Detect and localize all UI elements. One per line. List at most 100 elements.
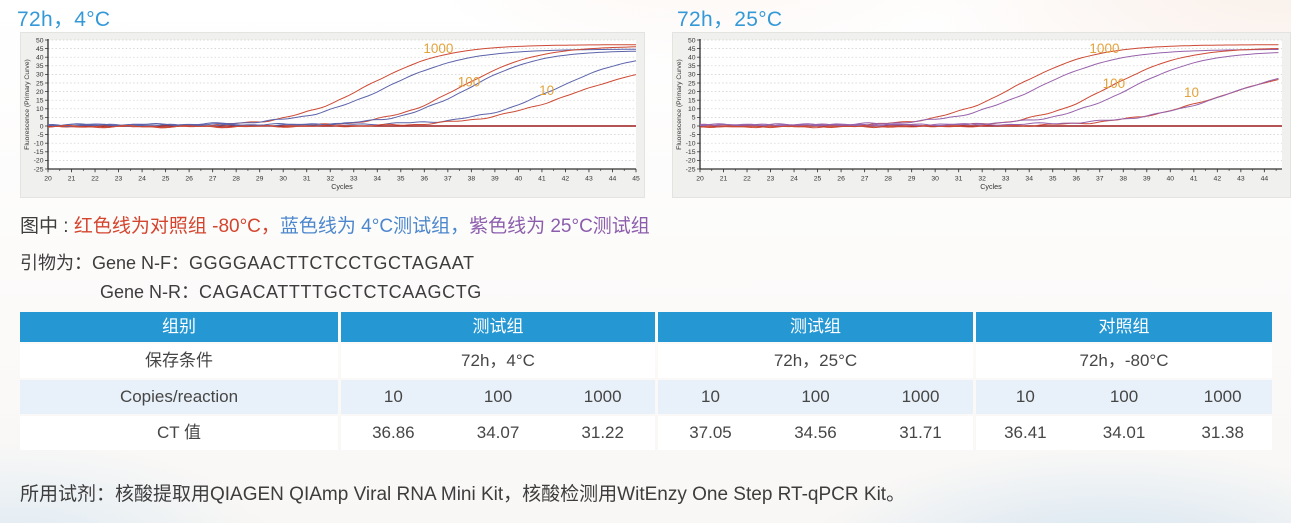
copies-value: 10 [383,387,403,406]
table-row-ct: CT 值 36.86 34.07 31.22 37.05 34.56 31.71… [20,416,1272,450]
ct-value: 36.41 [1004,423,1047,442]
svg-text:15: 15 [36,98,44,105]
svg-text:25: 25 [814,176,822,183]
svg-text:34: 34 [1025,176,1033,183]
table-header-row: 组别 测试组 测试组 对照组 [20,312,1272,342]
svg-text:22: 22 [743,176,751,183]
svg-text:39: 39 [491,176,499,183]
svg-text:-15: -15 [686,149,696,156]
svg-text:33: 33 [350,176,358,183]
svg-text:-20: -20 [34,158,44,165]
svg-text:27: 27 [209,176,217,183]
svg-text:40: 40 [688,55,696,62]
svg-text:35: 35 [36,63,44,70]
svg-text:35: 35 [397,176,405,183]
primer-f-sequence: GGGGAACTTCTCCTGCTAGAAT [189,253,475,273]
svg-text:20: 20 [696,176,704,183]
header-test-group-1: 测试组 [341,312,655,342]
legend-purple-text: 紫色线为 25°C测试组 [469,216,650,237]
svg-text:32: 32 [326,176,334,183]
condition-4c: 72h，4°C [341,344,655,378]
primer-label: 引物为： [20,253,92,273]
legend-red-text: 红色线为对照组 -80°C， [73,216,280,237]
svg-text:-5: -5 [689,132,695,139]
svg-text:34: 34 [373,176,381,183]
ct-group-2: 37.05 34.56 31.71 [658,416,973,450]
header-group: 组别 [20,312,338,342]
svg-text:39: 39 [1143,176,1151,183]
svg-text:-10: -10 [34,141,44,148]
svg-text:23: 23 [115,176,123,183]
ct-value: 36.86 [372,423,415,442]
svg-text:28: 28 [232,176,240,183]
svg-text:42: 42 [562,176,570,183]
ct-value: 37.05 [689,423,732,442]
svg-text:36: 36 [421,176,429,183]
copies-value: 100 [1109,387,1139,406]
svg-text:21: 21 [720,176,728,183]
svg-text:1000: 1000 [1089,41,1119,56]
svg-text:24: 24 [138,176,146,183]
copies-value: 1000 [583,387,622,406]
svg-text:-20: -20 [686,158,696,165]
svg-text:Fluorescence (Primary Curve): Fluorescence (Primary Curve) [676,59,683,150]
ct-value: 34.01 [1102,423,1146,442]
svg-text:0: 0 [692,123,696,130]
copies-value: 1000 [901,387,940,406]
svg-text:15: 15 [688,98,696,105]
svg-text:44: 44 [609,176,617,183]
copies-value: 100 [483,387,513,406]
svg-text:25: 25 [162,176,170,183]
condition-25c: 72h，25°C [658,344,973,378]
svg-text:10: 10 [36,106,44,113]
svg-text:26: 26 [837,176,845,183]
svg-text:20: 20 [688,89,696,96]
copies-value: 10 [1015,387,1035,406]
svg-text:-25: -25 [686,166,696,173]
svg-text:22: 22 [91,176,99,183]
table-row-storage-condition: 保存条件 72h，4°C 72h，25°C 72h，-80°C [20,344,1272,378]
ct-value: 31.38 [1201,423,1244,442]
svg-text:32: 32 [978,176,986,183]
copies-value: 100 [801,387,830,406]
svg-text:40: 40 [36,55,44,62]
copies-label: Copies/reaction [20,380,338,414]
svg-text:50: 50 [688,37,696,44]
condition-minus80c: 72h，-80°C [976,344,1272,378]
primer-line-reverse: Gene N-R：CAGACATTTTGCTCTCAAGCTG [100,278,482,304]
svg-text:40: 40 [1167,176,1175,183]
svg-text:Cycles: Cycles [980,182,1002,191]
svg-text:28: 28 [884,176,892,183]
svg-text:24: 24 [790,176,798,183]
svg-text:41: 41 [538,176,546,183]
svg-text:30: 30 [931,176,939,183]
svg-text:25: 25 [688,80,696,87]
ct-value: 31.22 [581,423,624,442]
header-control-group: 对照组 [976,312,1272,342]
copies-group-2: 10 100 1000 [658,380,973,414]
svg-text:35: 35 [1049,176,1057,183]
table-row-copies: Copies/reaction 10 100 1000 10 100 1000 … [20,380,1272,414]
svg-text:45: 45 [632,176,640,183]
ct-value: 34.07 [476,423,520,442]
svg-text:37: 37 [1096,176,1104,183]
primer-f-name: Gene N-F： [92,253,190,273]
svg-text:42: 42 [1214,176,1222,183]
ct-group-1: 36.86 34.07 31.22 [341,416,655,450]
svg-text:23: 23 [767,176,775,183]
svg-text:31: 31 [303,176,311,183]
primer-line-forward: 引物为：Gene N-F：GGGGAACTTCTCCTGCTAGAAT [20,249,475,275]
svg-text:40: 40 [515,176,523,183]
svg-text:-15: -15 [34,149,44,156]
svg-text:29: 29 [908,176,916,183]
svg-text:26: 26 [185,176,193,183]
svg-text:20: 20 [44,176,52,183]
svg-text:10: 10 [539,83,554,98]
svg-text:43: 43 [585,176,593,183]
chart-title-4c: 72h，4°C [17,8,111,31]
svg-text:30: 30 [688,72,696,79]
svg-text:0: 0 [40,123,44,130]
svg-text:21: 21 [68,176,76,183]
ct-label: CT 值 [20,416,338,450]
